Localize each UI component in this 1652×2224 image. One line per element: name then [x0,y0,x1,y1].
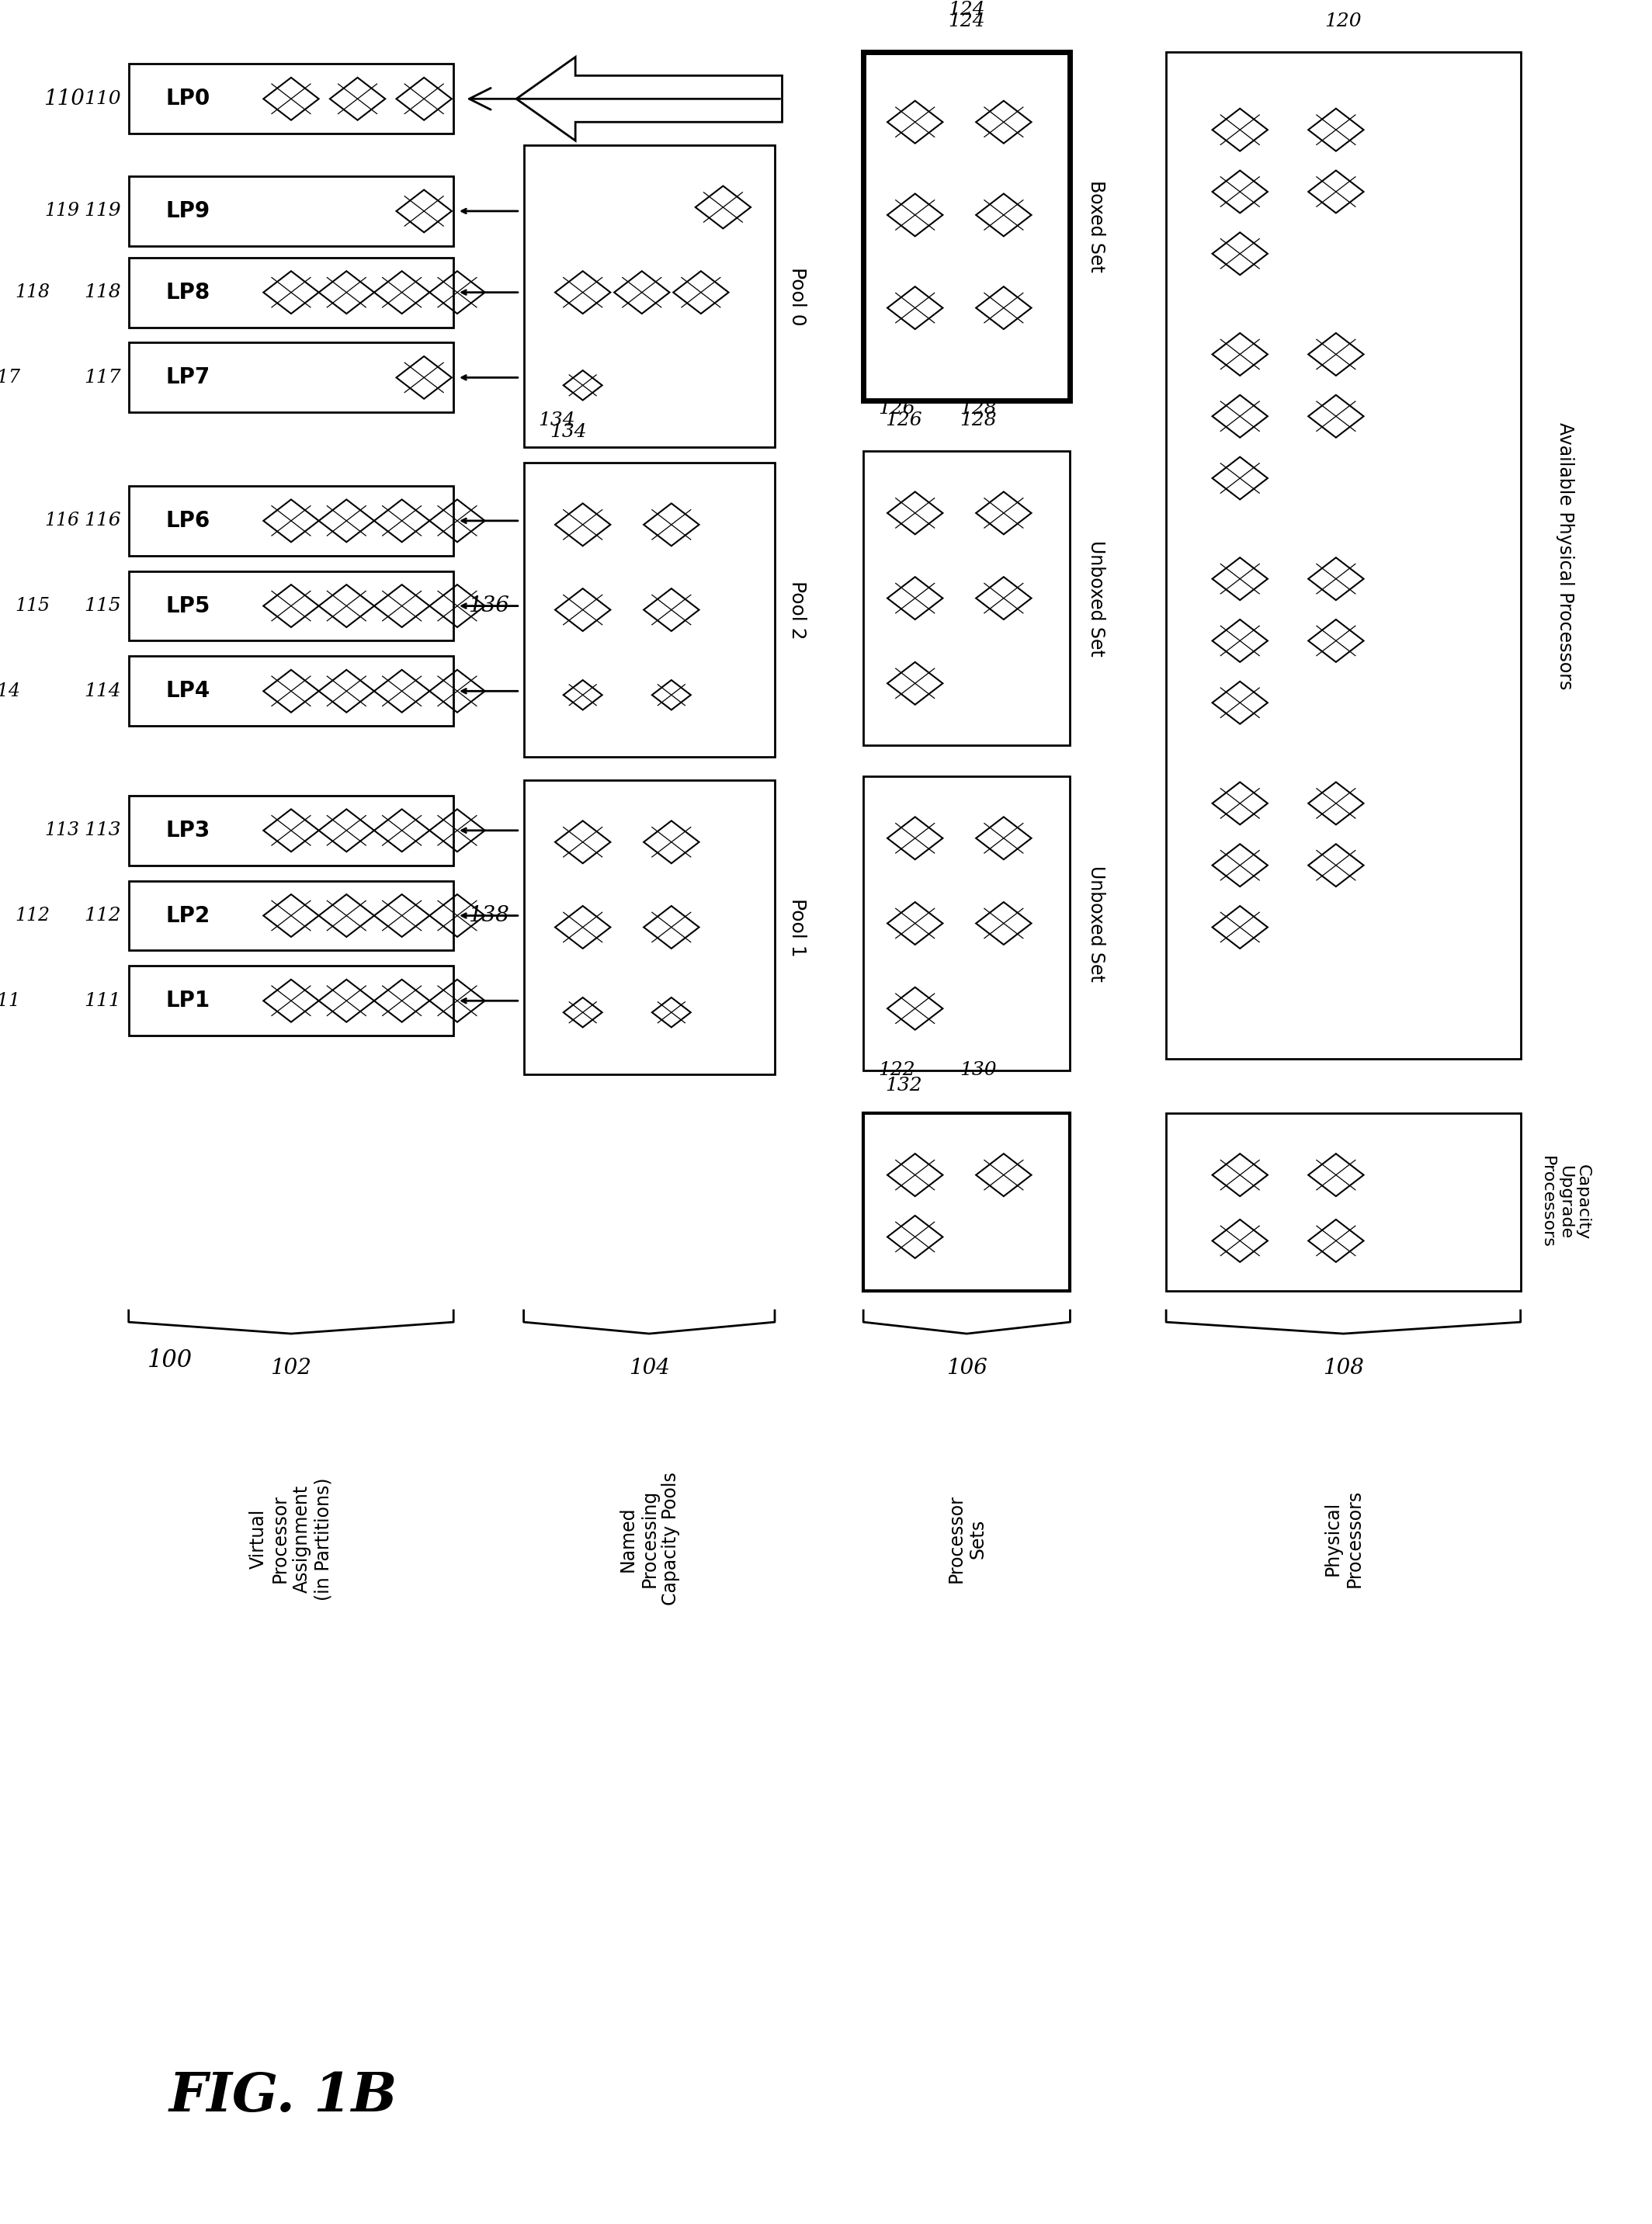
Text: 104: 104 [629,1359,669,1379]
Text: 126: 126 [879,400,915,418]
Text: 124: 124 [948,13,985,31]
Text: 114: 114 [84,683,121,701]
Text: 112: 112 [84,907,121,925]
Bar [129,342,454,411]
Text: LP5: LP5 [165,596,210,616]
Text: 115: 115 [84,596,121,614]
Bar [129,572,454,641]
Text: 116: 116 [45,512,79,529]
Text: 118: 118 [84,282,121,300]
Text: 128: 128 [960,411,996,429]
Text: LP7: LP7 [165,367,210,389]
Text: 119: 119 [84,202,121,220]
Text: 119: 119 [45,202,79,220]
Bar [129,64,454,133]
Text: 132: 132 [885,1076,922,1094]
Text: 110: 110 [43,89,84,109]
Bar [1166,53,1520,1059]
Text: 102: 102 [271,1359,312,1379]
Bar [129,485,454,556]
Text: LP1: LP1 [165,990,210,1012]
Bar [129,258,454,327]
Text: 110: 110 [84,89,121,107]
Text: Pool 2: Pool 2 [788,580,806,638]
Text: LP2: LP2 [165,905,210,927]
Text: LP8: LP8 [165,282,210,302]
Text: 111: 111 [0,992,20,1010]
Text: Available Physical Processors: Available Physical Processors [1556,423,1574,689]
Text: 112: 112 [15,907,50,925]
Bar [129,881,454,950]
Text: 122: 122 [879,1061,915,1079]
Bar [524,463,775,756]
Bar [864,1112,1070,1292]
FancyArrow shape [517,58,781,140]
Text: 138: 138 [468,905,509,925]
Text: 130: 130 [960,1061,996,1079]
Text: Physical
Processors: Physical Processors [1323,1490,1363,1588]
Text: 111: 111 [84,992,121,1010]
Text: 117: 117 [0,369,20,387]
Bar [864,53,1070,400]
Text: LP3: LP3 [165,821,210,841]
Text: 134: 134 [539,411,575,429]
Text: Named
Processing
Capacity Pools: Named Processing Capacity Pools [618,1472,681,1606]
Text: Unboxed Set: Unboxed Set [1087,540,1105,656]
Text: 100: 100 [147,1348,192,1372]
Text: 108: 108 [1323,1359,1365,1379]
Bar [864,776,1070,1070]
Text: 117: 117 [84,369,121,387]
Bar [129,965,454,1036]
Text: 124: 124 [948,0,985,18]
Text: Pool 1: Pool 1 [788,898,806,956]
Bar [129,796,454,865]
Text: FIG. 1B: FIG. 1B [169,2071,398,2122]
Text: LP9: LP9 [165,200,210,222]
Text: 118: 118 [15,282,50,300]
Text: Pool 0: Pool 0 [788,267,806,325]
Text: LP6: LP6 [165,509,210,532]
Bar [524,781,775,1074]
Text: 120: 120 [1325,13,1361,31]
Text: 113: 113 [84,821,121,838]
Text: 134: 134 [550,423,586,440]
Text: 128: 128 [960,400,996,418]
Text: 136: 136 [468,596,509,616]
Text: 106: 106 [947,1359,988,1379]
Text: LP4: LP4 [165,681,210,703]
Text: 113: 113 [45,821,79,838]
Text: 114: 114 [0,683,20,701]
Text: Virtual
Processor
Assignment
(in Partitions): Virtual Processor Assignment (in Partiti… [249,1477,332,1601]
Bar [524,145,775,447]
Text: Unboxed Set: Unboxed Set [1087,865,1105,981]
Text: 116: 116 [84,512,121,529]
Text: 115: 115 [15,596,50,614]
Bar [1166,1112,1520,1292]
Text: Processor
Sets: Processor Sets [947,1495,986,1583]
Text: Capacity
Upgrade
Processors: Capacity Upgrade Processors [1540,1156,1591,1248]
Bar [129,176,454,247]
Text: Boxed Set: Boxed Set [1087,180,1105,274]
Bar [129,656,454,725]
Text: LP0: LP0 [165,89,210,109]
Text: 126: 126 [885,411,922,429]
Bar [864,451,1070,745]
